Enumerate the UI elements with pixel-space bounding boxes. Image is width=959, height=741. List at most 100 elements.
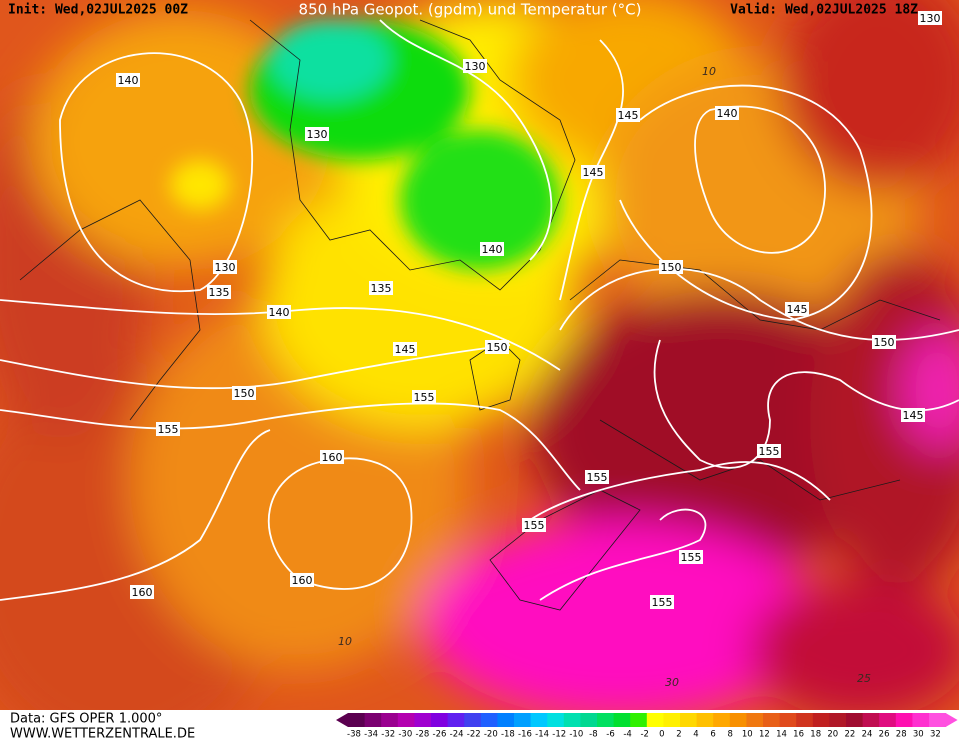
contour-label-box xyxy=(581,165,605,179)
map-title: 850 hPa Geopot. (gpdm) und Temperatur (°… xyxy=(299,1,642,19)
data-source: Data: GFS OPER 1.000° xyxy=(10,712,162,727)
geopotential-label: 155 xyxy=(681,551,702,564)
geopotential-label: 145 xyxy=(618,109,639,122)
contour-label-box xyxy=(369,281,393,295)
legend-label: -38 xyxy=(347,730,361,740)
temperature-label: 10 xyxy=(338,635,352,648)
legend-swatch xyxy=(879,713,897,727)
contour-label-box xyxy=(207,285,231,299)
legend-swatch xyxy=(348,713,366,727)
legend-swatch xyxy=(447,713,465,727)
legend-label: -16 xyxy=(518,730,532,740)
legend-label: -30 xyxy=(398,730,412,740)
legend-label: 14 xyxy=(776,730,787,740)
geopotential-label: 160 xyxy=(322,451,343,464)
legend-swatch xyxy=(729,713,747,727)
legend-swatch xyxy=(812,713,830,727)
contour-label-box xyxy=(213,260,237,274)
website: WWW.WETTERZENTRALE.DE xyxy=(10,727,195,741)
geopotential-label: 155 xyxy=(652,596,673,609)
geopotential-label: 130 xyxy=(920,12,941,25)
legend-label: -20 xyxy=(484,730,498,740)
contour-label-box xyxy=(267,305,291,319)
temperature-label: 10 xyxy=(702,65,716,78)
contour-label-box xyxy=(757,444,781,458)
contour-label-box xyxy=(901,408,925,422)
geopotential-label: 145 xyxy=(395,343,416,356)
contour-label-box xyxy=(412,390,436,404)
legend-swatch xyxy=(630,713,648,727)
geopotential-label: 155 xyxy=(414,391,435,404)
legend-label: 20 xyxy=(827,730,838,740)
contour-label-box xyxy=(872,335,896,349)
legend-arrow-right xyxy=(945,713,958,727)
legend-swatch xyxy=(580,713,598,727)
contour-label-box xyxy=(679,550,703,564)
legend-label: -22 xyxy=(467,730,481,740)
geopotential-label: 155 xyxy=(759,445,780,458)
geopotential-label: 145 xyxy=(583,166,604,179)
contour-label-box xyxy=(156,422,180,436)
geopotential-label: 150 xyxy=(234,387,255,400)
geopotential-label: 155 xyxy=(587,471,608,484)
contour-label-box xyxy=(130,585,154,599)
legend-label: -18 xyxy=(501,730,515,740)
geopotential-label: 130 xyxy=(215,261,236,274)
legend-label: 8 xyxy=(727,730,732,740)
geopotential-label: 140 xyxy=(269,306,290,319)
geopotential-label: 140 xyxy=(482,243,503,256)
legend-label: 12 xyxy=(759,730,770,740)
legend-label: -32 xyxy=(381,730,395,740)
contour-label-box xyxy=(715,106,739,120)
legend-label: -26 xyxy=(433,730,447,740)
contour-label-box xyxy=(393,342,417,356)
legend-swatch xyxy=(530,713,548,727)
geopotential-label: 140 xyxy=(717,107,738,120)
geopotential-label: 145 xyxy=(903,409,924,422)
init-time: Init: Wed,02JUL2025 00Z xyxy=(8,3,188,18)
geopotential-label: 160 xyxy=(132,586,153,599)
legend-swatch xyxy=(547,713,565,727)
legend-swatch xyxy=(597,713,615,727)
legend-label: -34 xyxy=(364,730,378,740)
legend-swatch xyxy=(364,713,382,727)
contour-label-box xyxy=(480,242,504,256)
legend-label: 0 xyxy=(659,730,664,740)
legend-swatch xyxy=(846,713,864,727)
legend-swatch xyxy=(431,713,449,727)
contour-label-box xyxy=(305,127,329,141)
temperature-label: 30 xyxy=(665,676,679,689)
valid-time: Valid: Wed,02JUL2025 18Z xyxy=(730,3,918,18)
geopotential-label: 140 xyxy=(118,74,139,87)
legend-swatch xyxy=(646,713,664,727)
coastlines xyxy=(19,19,941,611)
legend-swatch xyxy=(381,713,399,727)
contour-label-box xyxy=(116,73,140,87)
legend-swatch xyxy=(563,713,581,727)
legend-swatch xyxy=(414,713,432,727)
contour-label-box xyxy=(785,302,809,316)
contour-label-box xyxy=(650,595,674,609)
legend-label: 32 xyxy=(930,730,941,740)
contour-label-box xyxy=(290,573,314,587)
legend-swatch xyxy=(912,713,930,727)
legend-swatch xyxy=(796,713,814,727)
legend-swatch xyxy=(514,713,532,727)
contour-label-box xyxy=(485,340,509,354)
geopotential-label: 150 xyxy=(487,341,508,354)
legend-label: -6 xyxy=(606,730,614,740)
geopotential-label: 150 xyxy=(874,336,895,349)
legend-swatch xyxy=(464,713,482,727)
contour-labels: 130 140 130 130 145 140 145 130 135 140 135 140 150 1… xyxy=(116,11,942,689)
legend-label: -4 xyxy=(623,730,631,740)
contour-label-box xyxy=(616,108,640,122)
temperature-label: 25 xyxy=(857,672,871,685)
contour-label-box xyxy=(522,518,546,532)
legend-label: 30 xyxy=(913,730,924,740)
legend-label: -14 xyxy=(535,730,549,740)
legend-swatch xyxy=(862,713,880,727)
legend-label: -8 xyxy=(589,730,597,740)
